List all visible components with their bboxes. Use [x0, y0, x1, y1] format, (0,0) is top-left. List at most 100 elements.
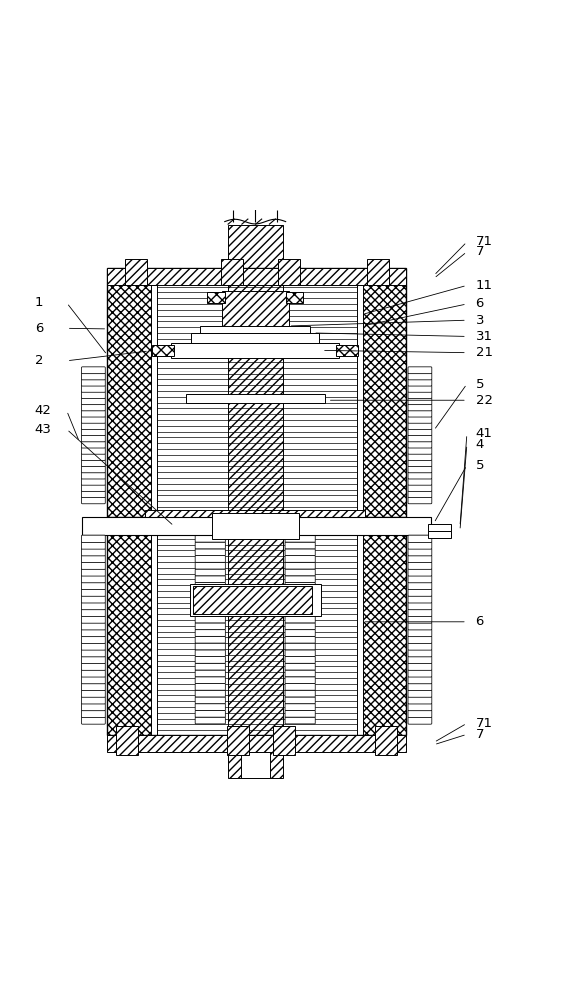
FancyBboxPatch shape	[408, 435, 432, 442]
FancyBboxPatch shape	[195, 717, 225, 724]
FancyBboxPatch shape	[408, 423, 432, 429]
FancyBboxPatch shape	[81, 582, 106, 590]
Bar	[151, 535, 157, 735]
FancyBboxPatch shape	[408, 542, 432, 549]
FancyBboxPatch shape	[81, 429, 106, 436]
Text: 5: 5	[476, 377, 484, 390]
FancyBboxPatch shape	[81, 643, 106, 650]
FancyBboxPatch shape	[408, 656, 432, 664]
FancyBboxPatch shape	[195, 556, 225, 562]
FancyBboxPatch shape	[408, 663, 432, 670]
FancyBboxPatch shape	[195, 609, 225, 616]
FancyBboxPatch shape	[285, 589, 316, 596]
FancyBboxPatch shape	[408, 416, 432, 423]
FancyBboxPatch shape	[408, 385, 432, 392]
Text: 43: 43	[35, 423, 52, 436]
FancyBboxPatch shape	[81, 447, 106, 454]
FancyBboxPatch shape	[408, 690, 432, 697]
Text: 71: 71	[476, 717, 492, 730]
FancyBboxPatch shape	[81, 398, 106, 405]
FancyBboxPatch shape	[408, 460, 432, 467]
Text: 7: 7	[476, 245, 484, 258]
FancyBboxPatch shape	[408, 392, 432, 398]
Text: 1: 1	[35, 296, 44, 309]
FancyBboxPatch shape	[195, 710, 225, 717]
FancyBboxPatch shape	[285, 690, 316, 697]
FancyBboxPatch shape	[81, 656, 106, 664]
FancyBboxPatch shape	[81, 690, 106, 697]
FancyBboxPatch shape	[285, 556, 316, 562]
FancyBboxPatch shape	[81, 491, 106, 498]
FancyBboxPatch shape	[81, 710, 106, 717]
FancyBboxPatch shape	[81, 677, 106, 684]
FancyBboxPatch shape	[195, 663, 225, 670]
FancyBboxPatch shape	[81, 663, 106, 670]
FancyBboxPatch shape	[81, 562, 106, 569]
Bar	[227, 726, 249, 755]
FancyBboxPatch shape	[408, 623, 432, 630]
FancyBboxPatch shape	[408, 596, 432, 603]
FancyBboxPatch shape	[408, 683, 432, 691]
Text: 7: 7	[476, 728, 484, 741]
Bar	[367, 259, 389, 285]
FancyBboxPatch shape	[408, 373, 432, 380]
Text: 6: 6	[476, 615, 484, 628]
FancyBboxPatch shape	[195, 569, 225, 576]
FancyBboxPatch shape	[285, 650, 316, 657]
FancyBboxPatch shape	[408, 582, 432, 590]
Text: 42: 42	[35, 404, 52, 417]
Text: 21: 21	[476, 346, 492, 359]
FancyBboxPatch shape	[408, 466, 432, 473]
FancyBboxPatch shape	[408, 429, 432, 436]
FancyBboxPatch shape	[81, 373, 106, 380]
FancyBboxPatch shape	[408, 643, 432, 650]
FancyBboxPatch shape	[408, 497, 432, 504]
FancyBboxPatch shape	[81, 703, 106, 711]
Bar	[357, 535, 362, 735]
FancyBboxPatch shape	[408, 629, 432, 637]
FancyBboxPatch shape	[285, 609, 316, 616]
FancyBboxPatch shape	[408, 697, 432, 704]
FancyBboxPatch shape	[195, 704, 225, 710]
FancyBboxPatch shape	[195, 596, 225, 603]
FancyBboxPatch shape	[195, 690, 225, 697]
Bar	[221, 259, 243, 285]
Bar	[200, 326, 310, 333]
FancyBboxPatch shape	[81, 435, 106, 442]
Bar	[285, 292, 303, 303]
FancyBboxPatch shape	[81, 549, 106, 556]
FancyBboxPatch shape	[408, 616, 432, 623]
FancyBboxPatch shape	[285, 684, 316, 690]
FancyBboxPatch shape	[408, 703, 432, 711]
FancyBboxPatch shape	[285, 542, 316, 549]
Bar	[116, 726, 138, 755]
FancyBboxPatch shape	[81, 379, 106, 386]
FancyBboxPatch shape	[81, 589, 106, 596]
FancyBboxPatch shape	[81, 650, 106, 657]
Bar	[222, 291, 288, 349]
FancyBboxPatch shape	[408, 636, 432, 643]
FancyBboxPatch shape	[408, 491, 432, 498]
Bar	[107, 285, 151, 517]
FancyBboxPatch shape	[285, 677, 316, 683]
FancyBboxPatch shape	[81, 454, 106, 460]
FancyBboxPatch shape	[81, 423, 106, 429]
FancyBboxPatch shape	[408, 717, 432, 724]
FancyBboxPatch shape	[285, 535, 316, 542]
FancyBboxPatch shape	[195, 697, 225, 704]
FancyBboxPatch shape	[81, 542, 106, 549]
FancyBboxPatch shape	[195, 657, 225, 663]
FancyBboxPatch shape	[81, 596, 106, 603]
FancyBboxPatch shape	[408, 589, 432, 596]
FancyBboxPatch shape	[195, 535, 225, 542]
Bar	[125, 259, 147, 285]
Bar	[362, 285, 406, 517]
FancyBboxPatch shape	[408, 478, 432, 485]
Bar	[428, 531, 451, 538]
FancyBboxPatch shape	[81, 629, 106, 637]
FancyBboxPatch shape	[81, 410, 106, 417]
FancyBboxPatch shape	[408, 569, 432, 576]
FancyBboxPatch shape	[195, 684, 225, 690]
Bar	[107, 535, 151, 735]
FancyBboxPatch shape	[81, 636, 106, 643]
